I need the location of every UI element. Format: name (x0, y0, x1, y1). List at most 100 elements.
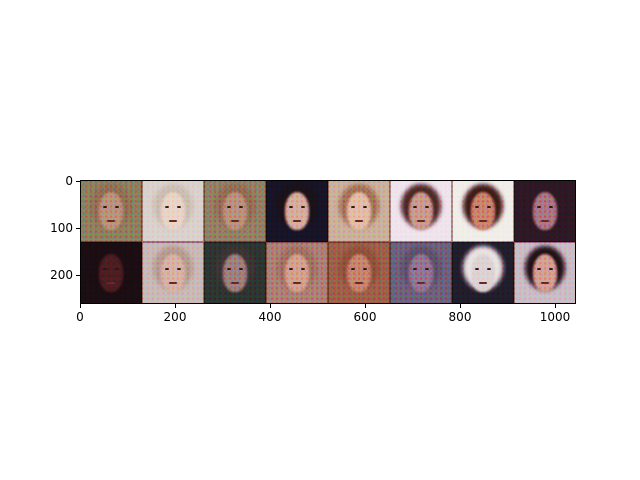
eye (412, 268, 417, 271)
x-tick (175, 304, 176, 308)
generated-face-tile (80, 180, 142, 242)
face-shape (346, 192, 372, 230)
mouth (479, 219, 487, 222)
eye (102, 206, 107, 209)
x-tick (365, 304, 366, 308)
mouth (231, 281, 239, 284)
generated-face-tile (204, 242, 266, 304)
eye (115, 268, 120, 271)
x-tick-label: 0 (76, 310, 84, 324)
eye (301, 206, 306, 209)
generated-face-tile (328, 242, 390, 304)
eye (536, 206, 541, 209)
generated-face-tile (514, 242, 576, 304)
eye (487, 268, 492, 271)
mouth (417, 219, 425, 222)
x-tick-label: 600 (353, 310, 377, 324)
face-shape (470, 192, 496, 230)
generated-face-tile (142, 180, 204, 242)
eye (288, 268, 293, 271)
eye (177, 268, 182, 271)
eye (226, 206, 231, 209)
eye (412, 206, 417, 209)
face-shape (160, 254, 186, 292)
mouth (293, 281, 301, 284)
face-shape (222, 254, 248, 292)
eye (549, 268, 554, 271)
face-shape (408, 192, 434, 230)
x-tick-label: 1000 (539, 310, 571, 324)
generated-face-tile (390, 242, 452, 304)
generated-face-tile (204, 180, 266, 242)
eye (164, 268, 169, 271)
generated-face-tile (452, 180, 514, 242)
x-tick-label: 400 (258, 310, 282, 324)
image-grid (80, 180, 576, 304)
eye (363, 268, 368, 271)
eye (115, 206, 120, 209)
face-shape (98, 192, 124, 230)
generated-face-tile (390, 180, 452, 242)
eye (487, 206, 492, 209)
eye (102, 268, 107, 271)
generated-face-tile (266, 242, 328, 304)
mouth (417, 281, 425, 284)
generated-face-tile (80, 242, 142, 304)
mouth (293, 219, 301, 222)
eye (536, 268, 541, 271)
eye (226, 268, 231, 271)
mouth (479, 281, 487, 284)
x-tick (80, 304, 81, 308)
face-shape (284, 254, 310, 292)
generated-face-tile (452, 242, 514, 304)
y-tick-label: 200 (50, 268, 73, 282)
generated-face-tile (328, 180, 390, 242)
eye (239, 206, 244, 209)
face-shape (470, 254, 496, 292)
x-tick (460, 304, 461, 308)
x-tick (555, 304, 556, 308)
face-shape (408, 254, 434, 292)
mouth (169, 219, 177, 222)
eye (239, 268, 244, 271)
x-tick-label: 200 (163, 310, 187, 324)
face-shape (222, 192, 248, 230)
mouth (355, 281, 363, 284)
generated-face-tile (266, 180, 328, 242)
face-shape (346, 254, 372, 292)
mouth (169, 281, 177, 284)
generated-face-tile (514, 180, 576, 242)
eye (177, 206, 182, 209)
face-shape (532, 192, 558, 230)
mouth (355, 219, 363, 222)
y-tick-label: 0 (65, 174, 73, 188)
eye (301, 268, 306, 271)
face-shape (284, 192, 310, 230)
eye (350, 268, 355, 271)
face-shape (532, 254, 558, 292)
x-tick (270, 304, 271, 308)
eye (549, 206, 554, 209)
face-shape (160, 192, 186, 230)
x-tick-label: 800 (448, 310, 472, 324)
generated-face-tile (142, 242, 204, 304)
eye (425, 206, 430, 209)
eye (425, 268, 430, 271)
eye (474, 206, 479, 209)
face-shape (98, 254, 124, 292)
mouth (231, 219, 239, 222)
eye (350, 206, 355, 209)
y-tick (76, 275, 80, 276)
mouth (541, 219, 549, 222)
eye (363, 206, 368, 209)
eye (288, 206, 293, 209)
eye (474, 268, 479, 271)
y-tick (76, 228, 80, 229)
mouth (107, 219, 115, 222)
y-tick-label: 100 (50, 221, 73, 235)
mouth (107, 281, 115, 284)
eye (164, 206, 169, 209)
y-tick (76, 181, 80, 182)
mouth (541, 281, 549, 284)
